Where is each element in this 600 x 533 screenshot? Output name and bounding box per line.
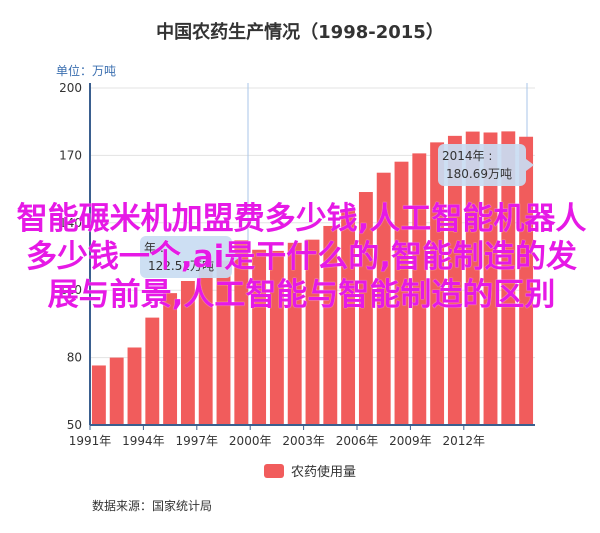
tooltip-box <box>438 144 526 186</box>
bar <box>287 242 302 425</box>
bar <box>234 240 249 425</box>
bar <box>483 132 498 425</box>
bar <box>163 293 178 425</box>
tooltip-value: 180.69万吨 <box>446 167 512 181</box>
bar <box>341 209 356 425</box>
chart-title: 中国农药生产情况（1998-2015） <box>156 22 444 43</box>
bar <box>358 192 373 425</box>
x-tick-label: 2003年 <box>282 434 325 448</box>
y-tick-label: 110 <box>59 283 82 297</box>
tooltip-box <box>140 236 232 278</box>
bar <box>376 172 391 425</box>
bar <box>519 136 534 425</box>
x-tick-label: 1991年 <box>69 434 112 448</box>
source-note: 数据来源：国家统计局 <box>92 499 213 513</box>
bar <box>216 260 231 425</box>
bar <box>501 131 516 426</box>
bar <box>412 153 427 426</box>
bar <box>447 135 462 425</box>
x-tick-label: 2000年 <box>229 434 272 448</box>
x-tick-label: 2006年 <box>336 434 379 448</box>
bar <box>145 317 160 425</box>
bar <box>465 131 480 425</box>
y-tick-label: 80 <box>67 351 82 365</box>
bar <box>127 347 142 425</box>
x-tick-label: 2009年 <box>389 434 432 448</box>
unit-label: 单位：万吨 <box>56 64 117 78</box>
bar <box>269 250 284 425</box>
x-tick-label: 1994年 <box>122 434 165 448</box>
bar <box>109 357 124 425</box>
y-tick-label: 170 <box>59 148 82 162</box>
bar <box>323 225 338 425</box>
y-tick-label: 140 <box>59 216 82 230</box>
bar <box>252 249 267 425</box>
bar <box>394 161 409 425</box>
bar <box>180 280 195 425</box>
bar <box>91 365 106 425</box>
bar <box>430 142 445 426</box>
legend-label: 农药使用量 <box>291 464 356 480</box>
overlay-watermark-text: 智能碾米机加盟费多少钱,人工智能机器人多少钱一个,ai是干什么的,智能制造的发展… <box>16 201 587 313</box>
tooltip-year: 年 : <box>144 241 164 255</box>
y-tick-label: 50 <box>67 418 82 432</box>
legend-swatch <box>264 464 284 478</box>
x-tick-label: 2012年 <box>443 434 486 448</box>
tooltip-year: 2014年 : <box>442 149 492 163</box>
tooltip-pointer <box>232 251 240 263</box>
bar <box>305 239 320 425</box>
bar <box>198 268 213 425</box>
x-tick-label: 1997年 <box>176 434 219 448</box>
y-tick-label: 200 <box>59 81 82 95</box>
tooltip-value: 122.52万吨 <box>148 259 214 273</box>
tooltip-pointer <box>526 159 534 171</box>
